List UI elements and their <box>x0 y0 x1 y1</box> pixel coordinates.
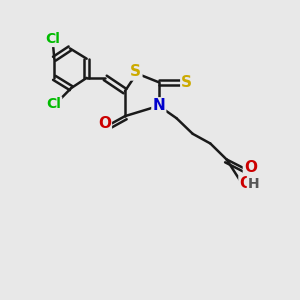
Text: O: O <box>239 176 253 191</box>
Text: O: O <box>98 116 111 131</box>
Text: S: S <box>181 75 192 90</box>
Text: Cl: Cl <box>46 98 61 111</box>
Text: H: H <box>248 177 260 191</box>
Text: N: N <box>152 98 165 113</box>
Text: O: O <box>244 160 257 175</box>
Text: Cl: Cl <box>45 32 60 46</box>
Text: S: S <box>130 64 141 80</box>
